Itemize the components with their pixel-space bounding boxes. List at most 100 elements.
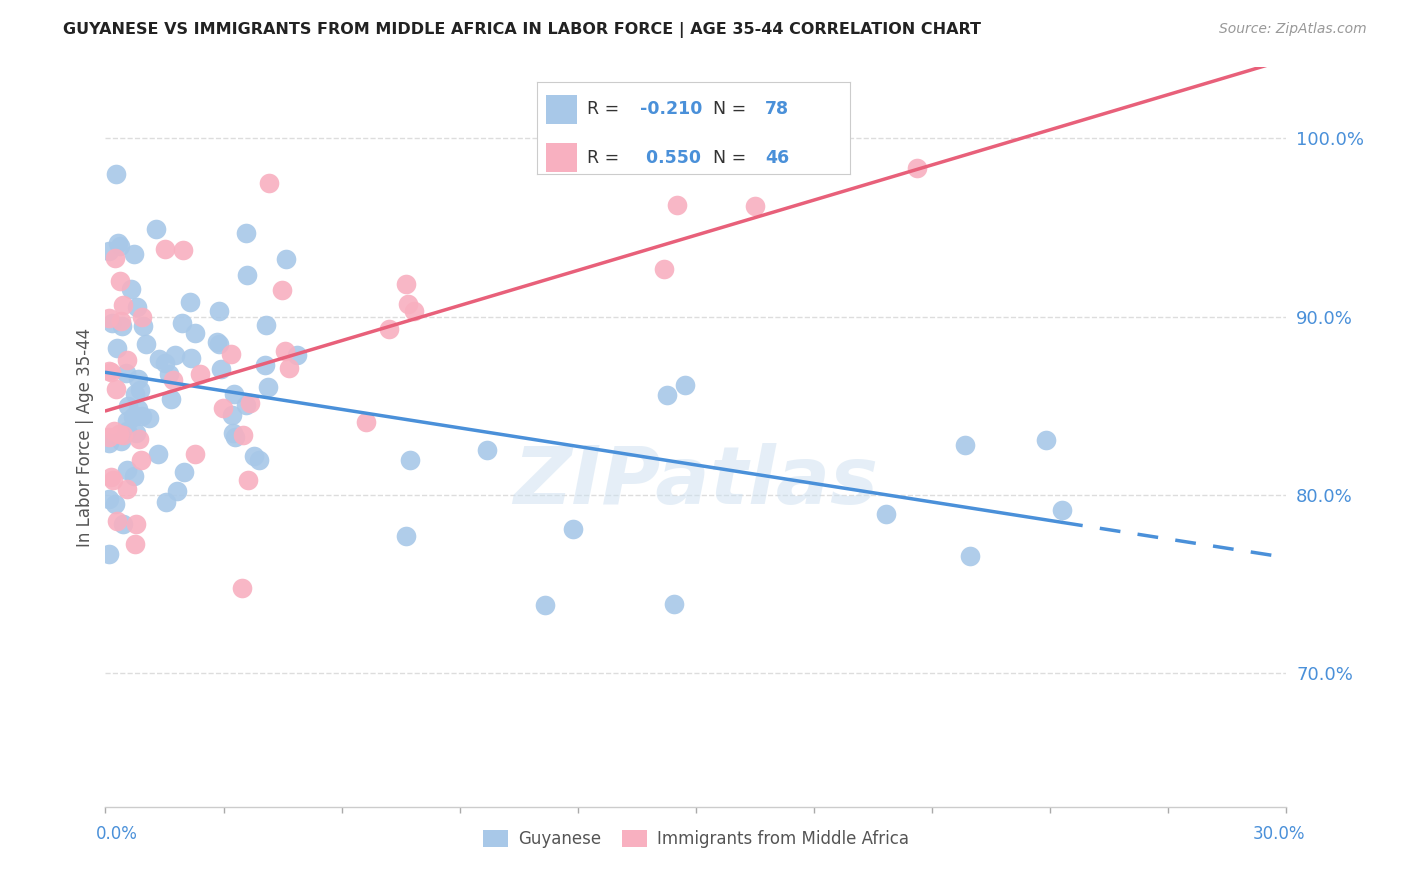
Point (120, 282, 142, 296)
Point (1050, 503, 1073, 517)
Point (107, 236, 129, 251)
Point (257, 380, 280, 394)
Point (98, 430, 121, 444)
Point (98, 435, 121, 450)
Point (188, 367, 211, 381)
Point (212, 401, 235, 415)
Point (875, 508, 897, 522)
Point (953, 438, 976, 452)
Point (664, 597, 686, 611)
Point (105, 341, 128, 355)
Point (160, 392, 183, 406)
Point (257, 176, 280, 190)
Point (112, 516, 135, 531)
Point (125, 516, 148, 531)
Point (253, 358, 276, 372)
Point (395, 277, 418, 291)
Point (254, 318, 277, 333)
Point (666, 198, 689, 212)
Point (104, 496, 127, 510)
Point (98, 364, 121, 378)
Point (135, 336, 157, 351)
Point (208, 304, 231, 318)
Point (655, 388, 678, 402)
Point (124, 387, 146, 401)
Point (247, 452, 270, 467)
Point (124, 537, 146, 551)
Point (236, 473, 259, 487)
Point (744, 199, 766, 213)
Point (377, 322, 399, 336)
Point (271, 284, 294, 298)
Point (131, 409, 153, 423)
Text: 0.0%: 0.0% (96, 825, 138, 843)
Point (221, 408, 243, 422)
Point (110, 239, 132, 253)
Point (110, 314, 132, 328)
Point (124, 409, 146, 423)
Point (285, 348, 308, 362)
Point (117, 413, 139, 427)
Point (534, 598, 557, 612)
Text: Source: ZipAtlas.com: Source: ZipAtlas.com (1219, 22, 1367, 37)
Point (243, 450, 266, 464)
Point (111, 298, 134, 312)
Text: ZIPatlas: ZIPatlas (513, 442, 879, 521)
Point (179, 295, 201, 310)
Point (98, 492, 121, 507)
Point (654, 262, 676, 277)
Point (184, 326, 207, 341)
Point (115, 367, 138, 381)
Point (396, 297, 419, 311)
Point (173, 466, 195, 480)
Point (155, 495, 177, 509)
Point (235, 398, 257, 412)
Point (155, 242, 177, 256)
Point (98, 311, 121, 326)
Point (180, 351, 202, 365)
Point (278, 360, 301, 375)
Point (127, 402, 149, 417)
Point (166, 484, 188, 499)
Point (145, 221, 167, 235)
Point (239, 396, 262, 410)
Point (122, 247, 145, 261)
Point (354, 416, 377, 430)
Point (122, 468, 145, 483)
Point (98, 244, 121, 259)
Point (208, 336, 231, 351)
Point (148, 352, 170, 367)
Point (231, 581, 253, 595)
Point (117, 425, 139, 439)
Point (172, 316, 194, 330)
Y-axis label: In Labor Force | Age 35-44: In Labor Force | Age 35-44 (76, 327, 94, 547)
Point (101, 474, 124, 488)
Point (236, 268, 259, 283)
Point (105, 168, 128, 182)
Point (219, 347, 242, 361)
Text: GUYANESE VS IMMIGRANTS FROM MIDDLE AFRICA IN LABOR FORCE | AGE 35-44 CORRELATION: GUYANESE VS IMMIGRANTS FROM MIDDLE AFRIC… (63, 22, 981, 38)
Point (115, 483, 138, 497)
Point (104, 252, 127, 266)
Point (222, 426, 245, 441)
Legend: Guyanese, Immigrants from Middle Africa: Guyanese, Immigrants from Middle Africa (477, 823, 915, 855)
Point (183, 447, 205, 461)
Point (477, 443, 499, 458)
Point (959, 549, 981, 563)
Point (132, 319, 155, 334)
Point (128, 432, 150, 446)
Point (222, 387, 245, 401)
Point (157, 368, 180, 382)
Point (108, 427, 131, 442)
Point (673, 378, 696, 392)
Point (105, 382, 128, 396)
Point (561, 522, 583, 536)
Point (399, 453, 422, 467)
Point (209, 361, 232, 376)
Point (231, 428, 253, 442)
Point (138, 411, 160, 425)
Point (121, 409, 143, 424)
Point (394, 529, 416, 543)
Point (129, 384, 152, 398)
Point (207, 334, 229, 349)
